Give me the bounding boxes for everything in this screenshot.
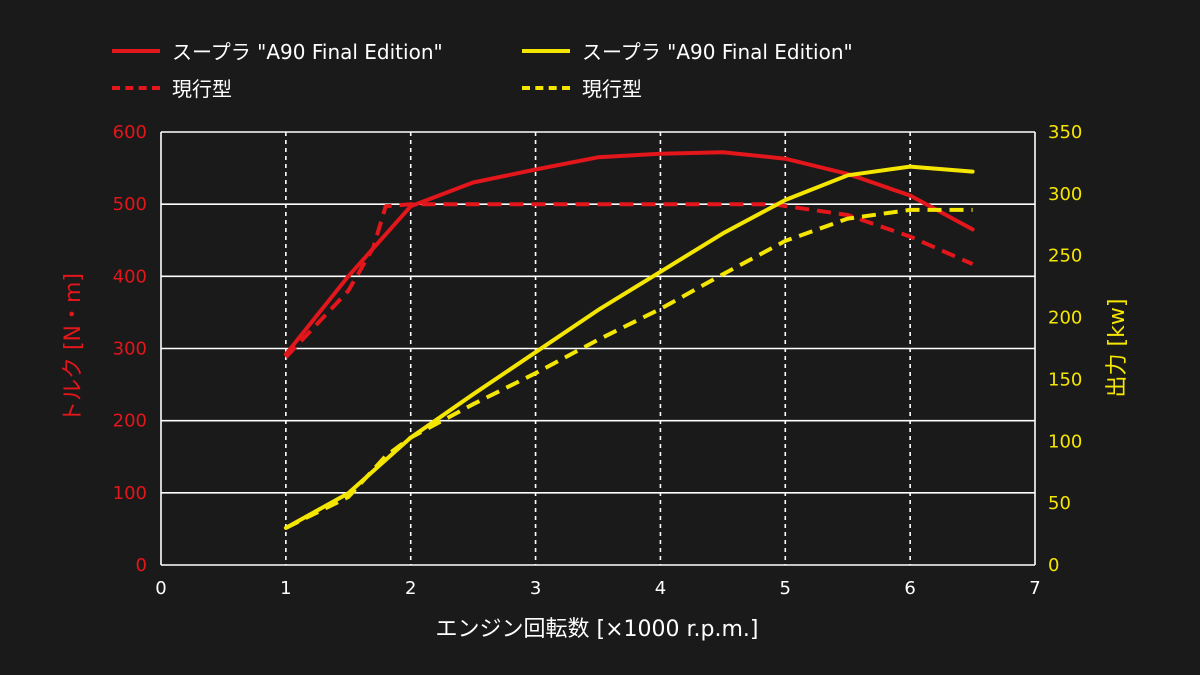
- series-line-torque-dashed: [284, 202, 974, 359]
- legend-item-current-power: 現行型: [522, 73, 642, 102]
- y-right-tick-label: 100: [1048, 431, 1082, 452]
- y-right-tick-label: 250: [1048, 246, 1082, 267]
- x-axis-label: エンジン回転数 [×1000 r.p.m.]: [436, 617, 759, 642]
- y-right-tick-label: 200: [1048, 308, 1082, 329]
- series-group: [283, 150, 975, 530]
- x-tick-label: 3: [530, 578, 541, 599]
- x-tick-label: 1: [280, 578, 291, 599]
- series-line-torque-solid: [283, 150, 975, 357]
- x-tick-label: 6: [904, 578, 915, 599]
- legend-label: 現行型: [582, 77, 642, 101]
- x-tick-label: 2: [405, 578, 416, 599]
- y-right-tick-label: 50: [1048, 493, 1071, 514]
- y-left-tick-label: 0: [136, 555, 147, 576]
- x-tick-label: 7: [1029, 578, 1040, 599]
- y-left-tick-label: 100: [113, 483, 147, 504]
- y-left-tick-label: 300: [113, 339, 147, 360]
- legend-label: 現行型: [172, 77, 232, 101]
- y-left-tick-label: 200: [113, 411, 147, 432]
- y-left-tick-label: 600: [113, 122, 147, 143]
- y-right-tick-label: 0: [1048, 555, 1059, 576]
- legend-label: スープラ "A90 Final Edition": [172, 40, 443, 64]
- x-tick-label: 0: [155, 578, 166, 599]
- legend-swatch-yellow-solid: [522, 48, 570, 53]
- legend-swatch-red-dashed: [112, 85, 160, 90]
- y-axis-right-label: 出力 [kw]: [1105, 299, 1130, 398]
- grid: [160, 131, 1036, 566]
- x-tick-label: 5: [780, 578, 791, 599]
- series-line-power-dashed: [285, 207, 973, 530]
- y-left-tick-label: 500: [113, 194, 147, 215]
- legend-swatch-yellow-dashed: [522, 85, 570, 90]
- legend-swatch-red-solid: [112, 48, 160, 53]
- legend-label: スープラ "A90 Final Edition": [582, 40, 853, 64]
- legend-item-current-torque: 現行型: [112, 73, 232, 102]
- y-left-tick-label: 400: [113, 266, 147, 287]
- y-axis-left-label: トルク [N・m]: [61, 273, 86, 423]
- y-right-tick-label: 300: [1048, 184, 1082, 205]
- x-tick-label: 4: [655, 578, 666, 599]
- y-right-tick-label: 150: [1048, 369, 1082, 390]
- legend-item-final-edition-power: スープラ "A90 Final Edition": [522, 36, 853, 65]
- legend-item-final-edition-torque: スープラ "A90 Final Edition": [112, 36, 443, 65]
- tick-labels: 0 1 2 3 4 5 6 701002003004005006000501001502002…: [113, 122, 1083, 599]
- y-right-tick-label: 350: [1048, 122, 1082, 143]
